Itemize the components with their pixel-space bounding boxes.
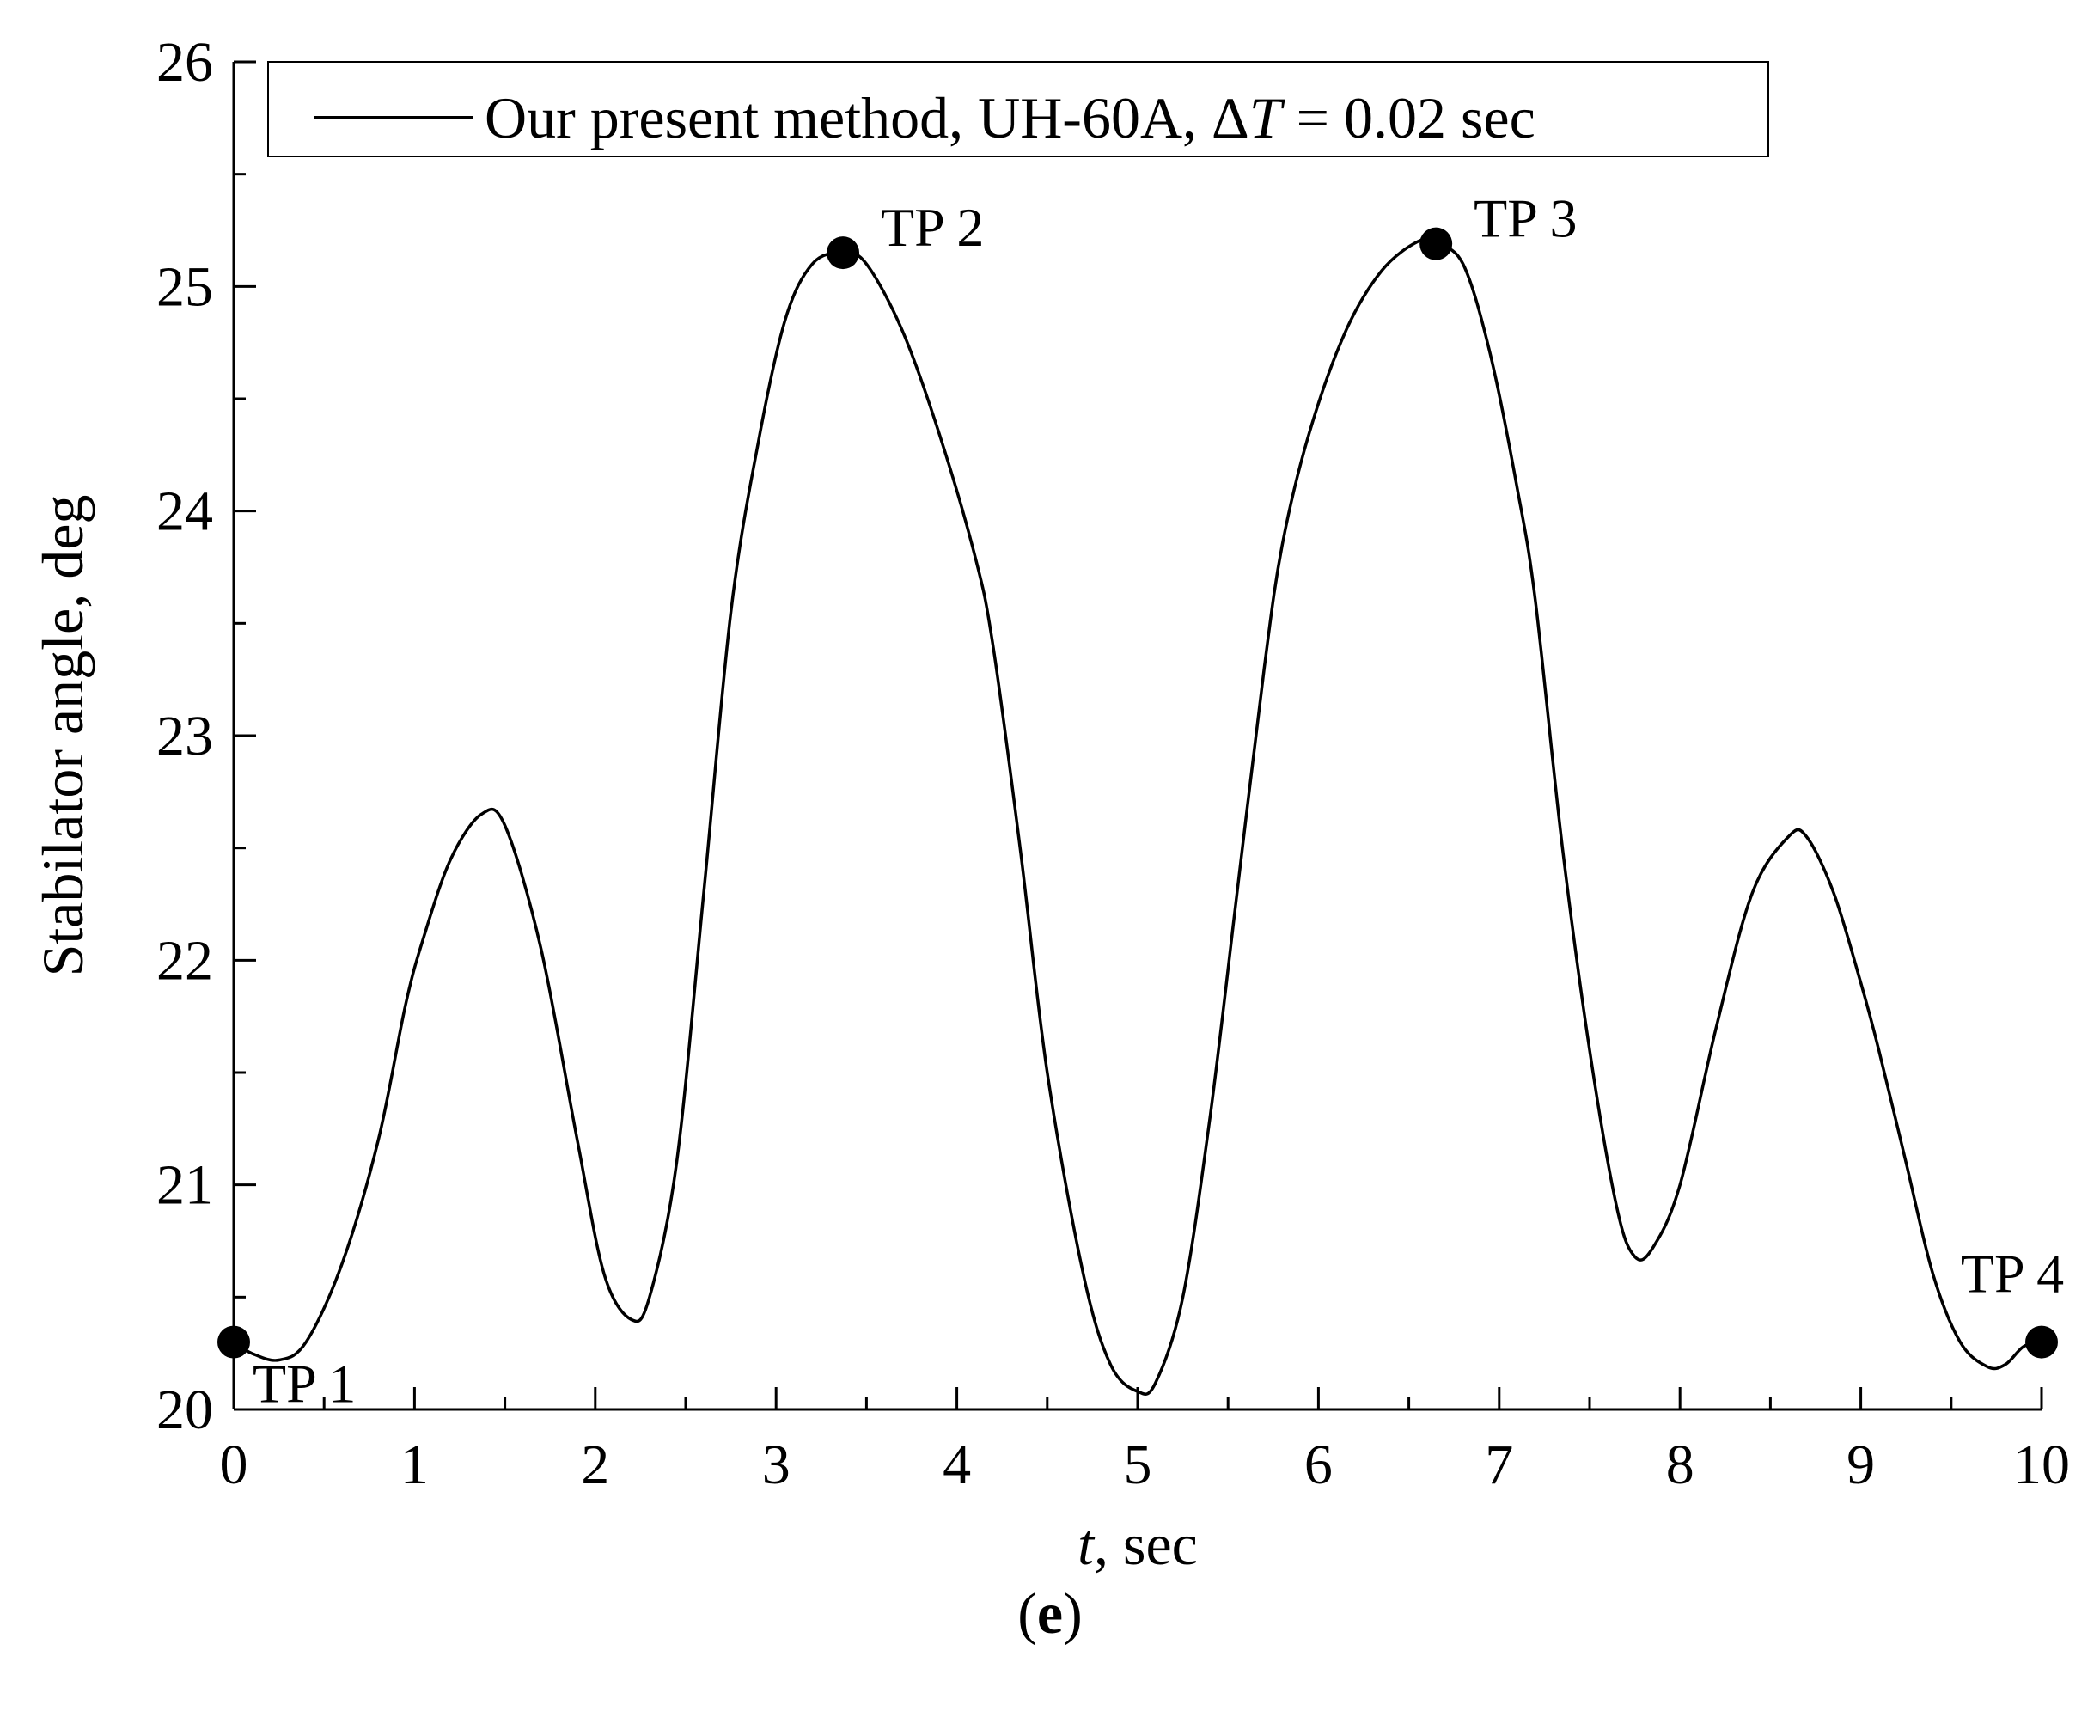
turning-point-label: TP 4 [1961, 1244, 2064, 1305]
panel-letter: e [1037, 1580, 1063, 1646]
legend-label: Our present method, UH-60A, ΔT = 0.02 se… [485, 85, 1535, 150]
y-axis-title: Stabilator angle, deg [30, 495, 95, 977]
x-tick-label: 10 [2013, 1433, 2070, 1496]
x-tick-label: 6 [1304, 1433, 1333, 1496]
x-tick-label: 5 [1124, 1433, 1152, 1496]
x-tick-label: 3 [762, 1433, 791, 1496]
turning-points: TP 1 TP 2 TP 3 TP 4 [217, 188, 2064, 1415]
panel-label: (e) [1017, 1580, 1083, 1646]
x-axis-title: t, sec [1077, 1512, 1198, 1577]
legend-box [267, 61, 1769, 157]
turning-point-marker [1419, 227, 1453, 260]
turning-point-marker [217, 1325, 250, 1359]
x-tick-label: 8 [1666, 1433, 1694, 1496]
legend-text-after: = 0.02 sec [1282, 85, 1535, 150]
turning-point-label: TP 2 [881, 197, 984, 258]
turning-point-marker [2025, 1325, 2058, 1359]
legend: Our present method, UH-60A, ΔT = 0.02 se… [267, 61, 1769, 157]
x-tick-label: 2 [581, 1433, 609, 1496]
x-tick-label: 9 [1847, 1433, 1875, 1496]
x-tick-label: 1 [400, 1433, 429, 1496]
series-line [233, 237, 2042, 1396]
y-tick-label: 25 [156, 255, 213, 318]
turning-point-label: TP 1 [253, 1354, 356, 1415]
y-tick-label: 20 [156, 1378, 213, 1441]
turning-point-marker [827, 236, 860, 270]
panel-paren-open: ( [1017, 1580, 1037, 1646]
y-tick-label: 26 [156, 31, 213, 94]
legend-text-italic: T [1249, 85, 1285, 150]
turning-point-label: TP 3 [1474, 188, 1577, 249]
y-tick-label: 23 [156, 705, 213, 767]
x-axis-title-rest: , sec [1094, 1512, 1198, 1577]
x-tick-label: 0 [220, 1433, 248, 1496]
x-axis-title-italic: t [1077, 1512, 1096, 1577]
x-tick-label: 4 [943, 1433, 971, 1496]
legend-text-before: Our present method, UH-60A, Δ [485, 85, 1249, 150]
y-tick-label: 21 [156, 1154, 213, 1217]
panel-paren-close: ) [1063, 1580, 1083, 1646]
y-tick-label: 24 [156, 480, 213, 543]
data-series [233, 237, 2042, 1396]
y-tick-label: 22 [156, 929, 213, 992]
x-tick-label: 7 [1485, 1433, 1513, 1496]
